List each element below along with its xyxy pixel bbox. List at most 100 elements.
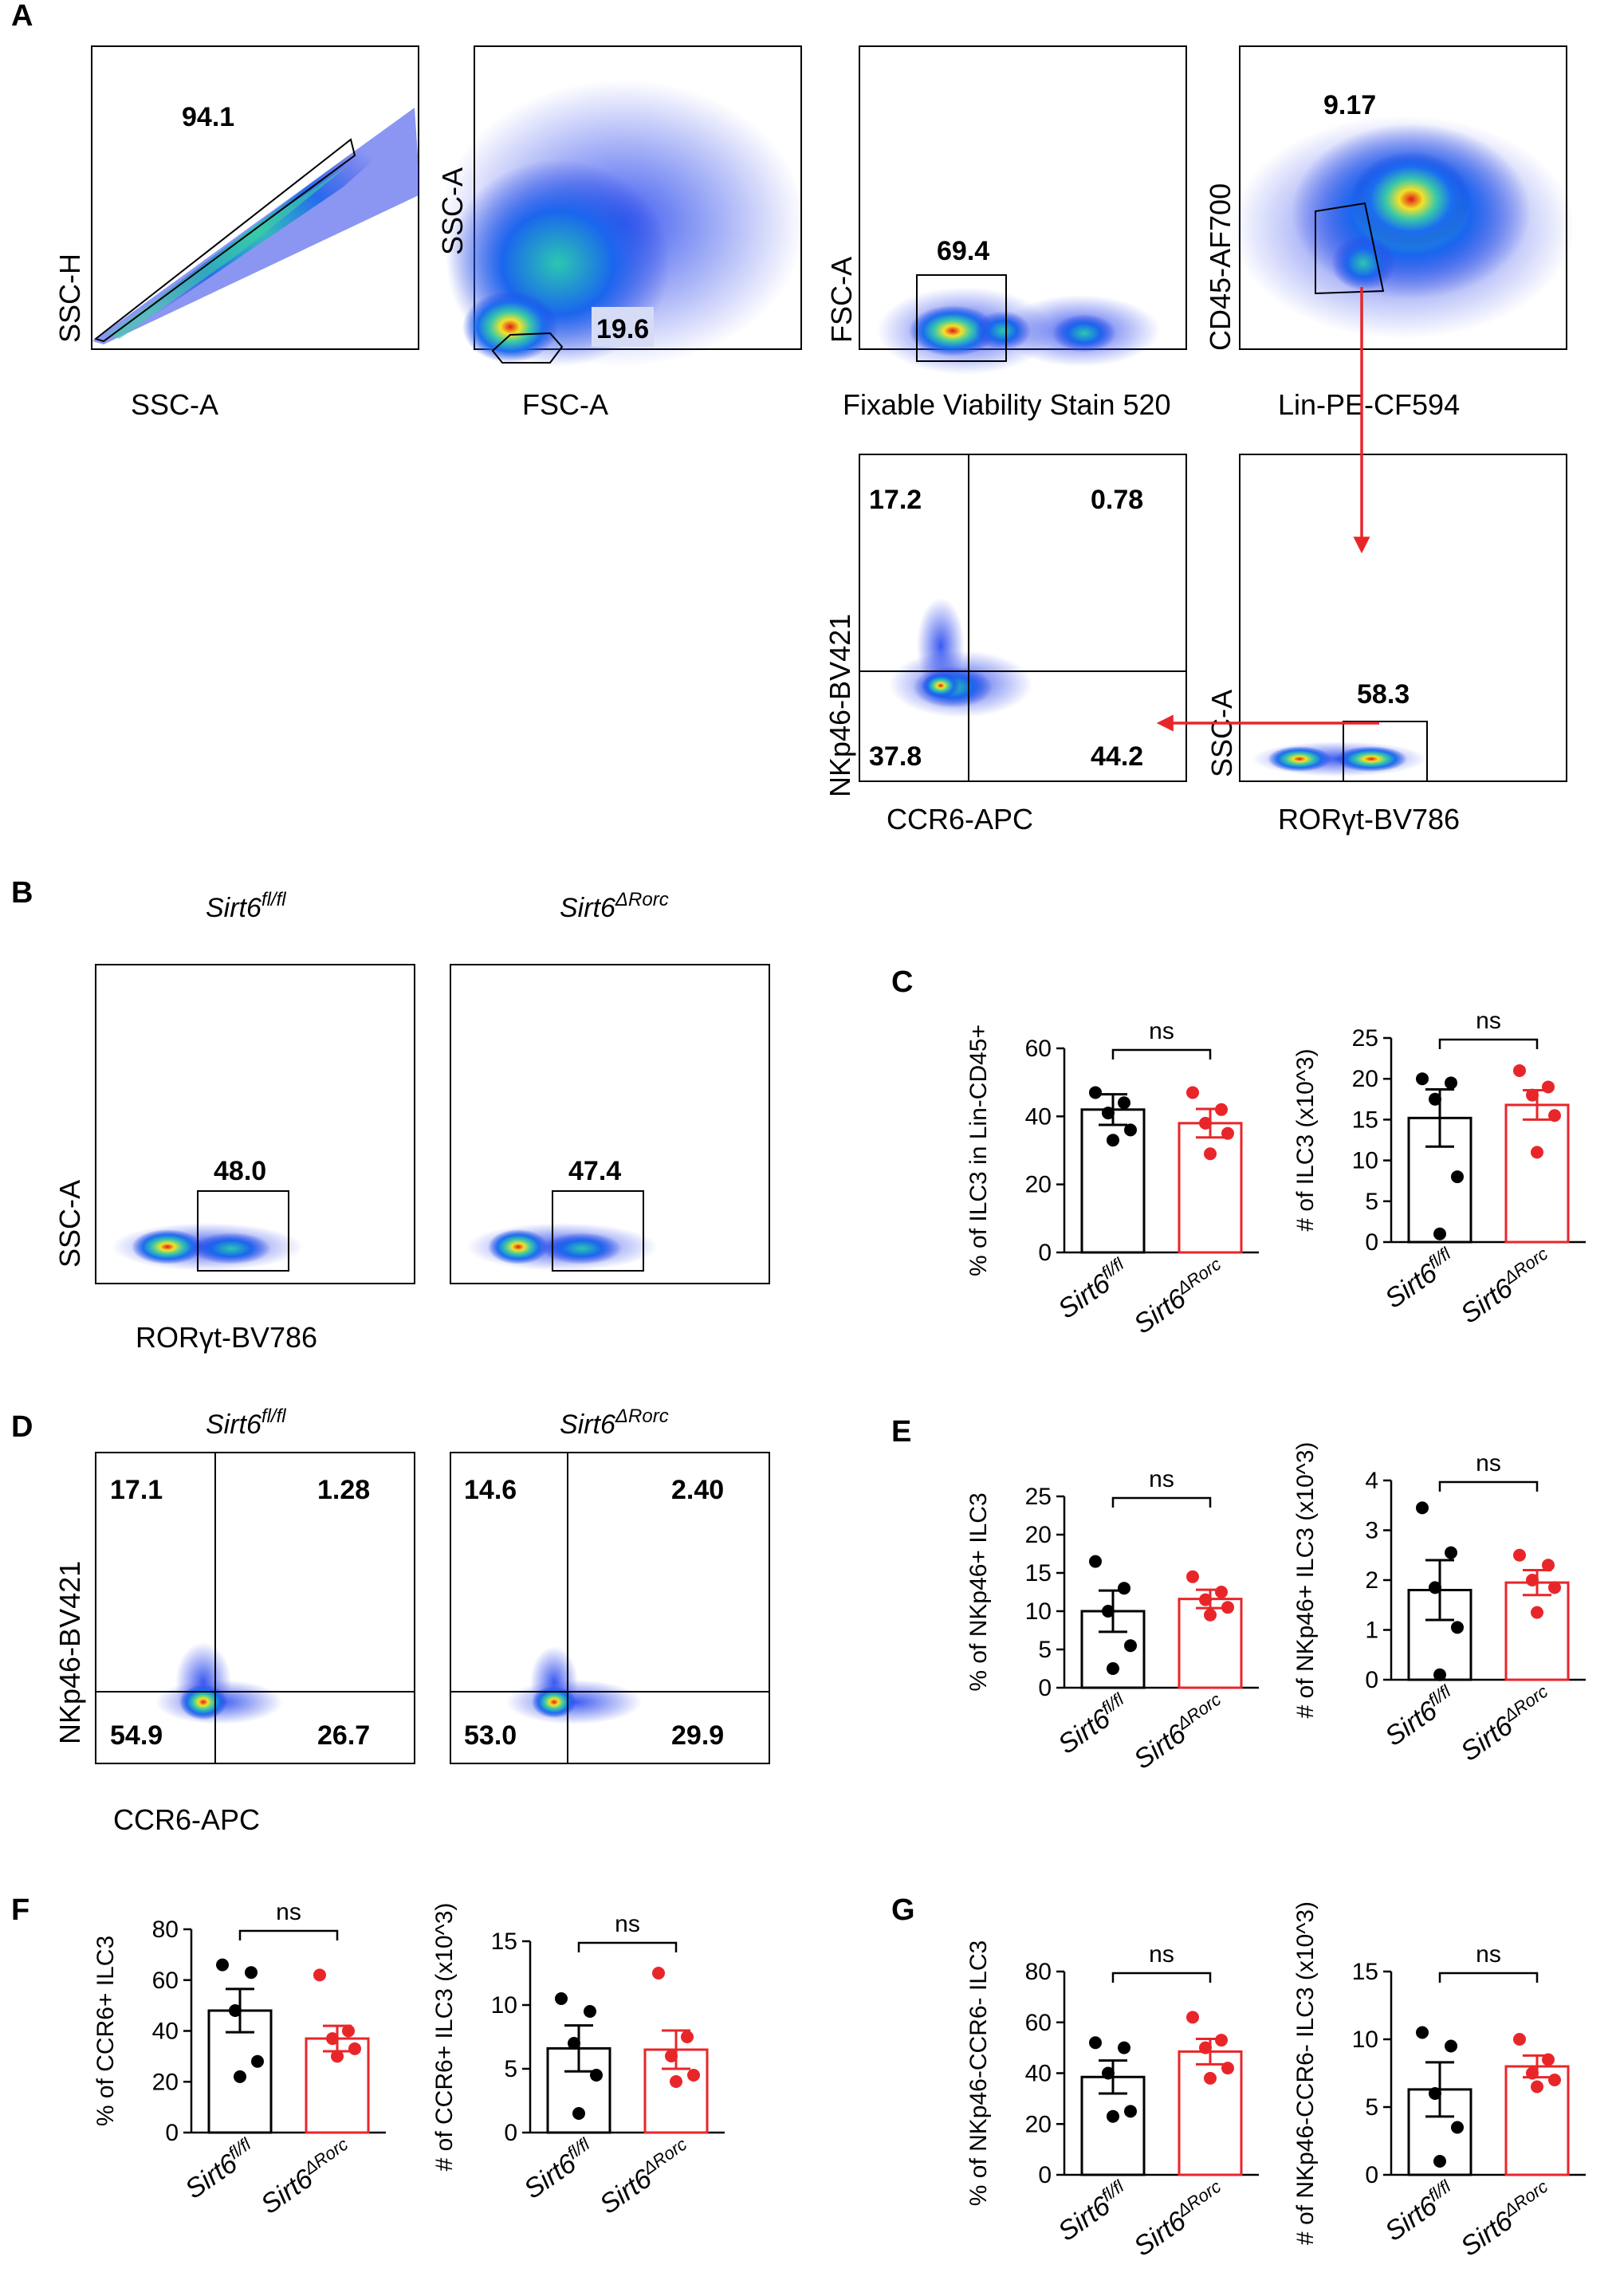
y-axis-label: % of ILC3 in Lin-CD45+ — [965, 1024, 992, 1276]
y-tick-label: 0 — [1038, 1240, 1052, 1266]
group-title: Sirt6ΔRorc — [560, 1406, 669, 1440]
data-point — [245, 1966, 258, 1980]
data-point — [216, 1958, 229, 1972]
y-axis-label: % of CCR6+ ILC3 — [92, 1936, 119, 2126]
panel-letter-C: C — [891, 965, 913, 999]
data-point — [1548, 1581, 1561, 1594]
data-point — [1429, 1581, 1441, 1594]
quadrant-value-ur: 2.40 — [671, 1475, 724, 1505]
data-point — [1107, 2109, 1119, 2123]
significance-label: ns — [1476, 1008, 1501, 1034]
quadrant-value-lr: 29.9 — [671, 1720, 724, 1751]
y-tick-label: 40 — [152, 2019, 179, 2045]
y-axis-label: # of NKp46+ ILC3 (x10^3) — [1292, 1442, 1319, 1719]
y-axis-label: SSC-A — [53, 1180, 86, 1268]
data-point — [590, 2069, 603, 2082]
y-tick-label: 20 — [152, 2069, 179, 2095]
x-tick-label-sup: ΔRorc — [1500, 1244, 1551, 1288]
data-point — [348, 2042, 361, 2055]
data-point — [687, 2069, 700, 2082]
data-point — [1089, 1086, 1102, 1099]
x-tick-label: Sirt6ΔRorc — [1454, 1244, 1558, 1330]
panel-letter-E: E — [891, 1415, 911, 1449]
significance-bracket — [1438, 1480, 1539, 1492]
data-point — [1186, 2011, 1199, 2024]
significance-label: ns — [1149, 1018, 1174, 1044]
x-axis-label: CCR6-APC — [887, 803, 1033, 835]
y-tick-label: 0 — [1365, 1667, 1378, 1693]
x-tick-label: Sirt6ΔRorc — [254, 2134, 358, 2220]
gate-value: 9.17 — [1323, 90, 1376, 120]
y-tick-label: 80 — [1025, 1959, 1052, 1985]
y-tick-label: 15 — [491, 1928, 517, 1955]
x-tick-label: Sirt6fl/fl — [1052, 1689, 1134, 1760]
bar — [1178, 1122, 1243, 1254]
data-point — [331, 2050, 344, 2063]
x-tick-label: Sirt6ΔRorc — [1127, 2176, 1231, 2263]
data-point — [681, 2031, 694, 2043]
significance-bracket — [577, 1941, 678, 1952]
x-tick-label: Sirt6fl/fl — [1052, 2176, 1134, 2247]
y-tick-label: 5 — [1038, 1637, 1052, 1663]
group-title: Sirt6fl/fl — [206, 1406, 286, 1440]
data-point — [1416, 1501, 1429, 1515]
x-tick-label-sup: ΔRorc — [1500, 2176, 1551, 2221]
gate-value: 48.0 — [214, 1156, 266, 1186]
gating-plot-d1: 17.1 1.28 54.9 26.7 NKp46-BV421 CCR6-APC — [53, 1452, 415, 1836]
data-point — [1124, 1639, 1137, 1653]
quadrant-value-lr: 26.7 — [317, 1720, 370, 1751]
y-tick-label: 5 — [1365, 2094, 1378, 2121]
y-tick-label: 5 — [504, 2056, 517, 2082]
y-tick-label: 0 — [1038, 2162, 1052, 2188]
y-axis-label: NKp46-BV421 — [824, 614, 856, 797]
data-point — [1445, 1076, 1457, 1090]
y-tick-label: 60 — [1025, 1036, 1052, 1062]
data-point — [251, 2054, 264, 2068]
gate-value: 94.1 — [182, 102, 234, 132]
y-tick-label: 0 — [1365, 2162, 1378, 2188]
y-axis-label: # of ILC3 (x10^3) — [1292, 1048, 1319, 1231]
data-point — [1215, 1103, 1228, 1116]
y-tick-label: 0 — [1038, 1675, 1052, 1701]
gating-plot-a3: 69.4 FSC-A Fixable Viability Stain 520 — [825, 45, 1187, 421]
significance-bracket — [1438, 1972, 1539, 1983]
x-tick-label-sup: ΔRorc — [1500, 1681, 1551, 1726]
x-axis-label: FSC-A — [522, 388, 608, 421]
gating-plot-a5: 17.2 0.78 37.8 44.2 NKp46-BV421 CCR6-APC — [824, 454, 1187, 835]
data-point — [342, 2024, 355, 2038]
data-point — [229, 2004, 242, 2017]
data-point — [1531, 1146, 1543, 1159]
x-tick-label-sup: ΔRorc — [1173, 1689, 1225, 1734]
data-point — [1429, 1092, 1441, 1106]
data-point — [1102, 1107, 1115, 1120]
bar — [1504, 1103, 1570, 1244]
y-tick-label: 5 — [1365, 1189, 1378, 1215]
quadrant-value-ll: 54.9 — [110, 1720, 163, 1751]
bar-chart-c1: 0 20 40 60 % of ILC3 in Lin-CD45+ Sirt6fl/flS… — [965, 1018, 1259, 1340]
data-point — [1118, 2041, 1130, 2054]
significance-bracket — [1111, 1048, 1212, 1060]
x-tick-label: Sirt6fl/fl — [179, 2133, 261, 2205]
y-tick-label: 20 — [1025, 1172, 1052, 1198]
data-point — [1542, 1559, 1555, 1572]
data-point — [1445, 2039, 1457, 2053]
y-axis-label: FSC-A — [825, 257, 858, 343]
x-tick-label-sup: ΔRorc — [1173, 1254, 1225, 1299]
x-tick-label: Sirt6fl/fl — [1378, 1681, 1461, 1752]
x-tick-label-sup: ΔRorc — [1173, 2176, 1225, 2221]
y-tick-label: 25 — [1352, 1025, 1378, 1052]
quadrant-value-ur: 0.78 — [1091, 485, 1143, 515]
data-point — [665, 2050, 678, 2062]
significance-bracket — [1438, 1038, 1539, 1049]
data-point — [1548, 1109, 1561, 1122]
y-tick-label: 15 — [1352, 1959, 1378, 1985]
x-tick-label-sup: ΔRorc — [639, 2134, 690, 2179]
data-point — [670, 2075, 682, 2088]
data-point — [326, 2032, 339, 2046]
x-tick-label-sup: ΔRorc — [300, 2134, 352, 2179]
data-point — [652, 1967, 665, 1980]
data-point — [1204, 2071, 1217, 2085]
data-point — [1416, 1072, 1429, 1086]
y-tick-label: 10 — [1352, 2027, 1378, 2053]
y-axis-label: SSC-A — [1205, 690, 1238, 777]
